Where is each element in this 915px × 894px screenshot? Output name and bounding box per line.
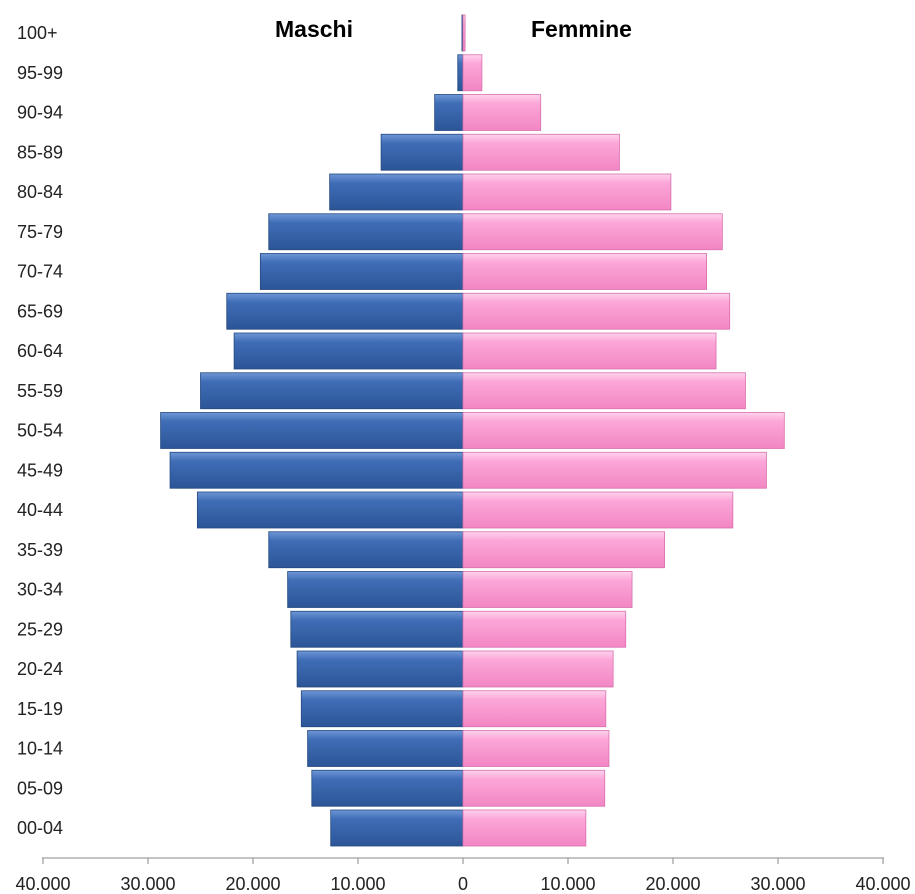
bar-femmine-35-39: [462, 531, 666, 569]
bar-femmine-15-19: [462, 690, 607, 728]
bar-femmine-10-14: [462, 730, 610, 767]
bar-femmine-70-74: [462, 253, 708, 290]
bar-maschi-00-04: [330, 809, 464, 847]
age-label-30-34: 30-34: [17, 580, 63, 600]
bar-maschi-50-54: [160, 412, 464, 449]
bar-maschi-75-79: [268, 213, 464, 251]
bar-femmine-30-34: [462, 571, 633, 608]
series-label-maschi: Maschi: [275, 16, 353, 42]
age-label-90-94: 90-94: [17, 103, 63, 123]
bar-maschi-35-39: [268, 531, 464, 569]
age-label-55-59: 55-59: [17, 381, 63, 401]
bar-femmine-75-79: [462, 213, 723, 251]
bar-maschi-55-59: [200, 372, 464, 410]
series-label-femmine: Femmine: [531, 16, 632, 42]
bar-femmine-65-69: [462, 292, 731, 330]
bar-femmine-05-09: [462, 769, 606, 807]
age-label-15-19: 15-19: [17, 699, 63, 719]
age-label-75-79: 75-79: [17, 222, 63, 242]
age-label-25-29: 25-29: [17, 619, 63, 639]
x-tick-label-3: 10.000: [330, 874, 385, 894]
bar-femmine-100+: [462, 14, 466, 52]
age-label-00-04: 00-04: [17, 818, 63, 838]
age-label-70-74: 70-74: [17, 262, 63, 282]
age-label-10-14: 10-14: [17, 739, 63, 759]
x-tick-label-7: 30.000: [750, 874, 805, 894]
bar-femmine-25-29: [462, 610, 627, 648]
age-label-50-54: 50-54: [17, 421, 63, 441]
bar-maschi-85-89: [380, 133, 464, 171]
age-label-95-99: 95-99: [17, 63, 63, 83]
bar-maschi-25-29: [290, 610, 464, 648]
x-tick-label-6: 20.000: [645, 874, 700, 894]
bar-femmine-95-99: [462, 54, 483, 92]
age-label-65-69: 65-69: [17, 301, 63, 321]
bar-maschi-95-99: [457, 54, 464, 92]
bar-maschi-15-19: [300, 690, 464, 728]
age-label-05-09: 05-09: [17, 778, 63, 798]
bar-femmine-60-64: [462, 332, 717, 370]
bar-maschi-80-84: [329, 173, 464, 211]
bar-maschi-40-44: [196, 491, 464, 529]
age-label-100+: 100+: [17, 23, 58, 43]
age-labels-group: 100+ 95-99 90-94 85-89 80-84 75-79 70-74 65-69 6…: [17, 23, 63, 838]
bar-femmine-90-94: [462, 94, 542, 131]
x-tick-label-1: 30.000: [120, 874, 175, 894]
bars-group: [160, 14, 785, 847]
age-label-35-39: 35-39: [17, 540, 63, 560]
bar-maschi-60-64: [233, 332, 464, 370]
bar-maschi-20-24: [296, 650, 464, 688]
age-label-60-64: 60-64: [17, 341, 63, 361]
bar-maschi-65-69: [226, 292, 464, 330]
x-tick-label-0: 40.000: [15, 874, 70, 894]
x-axis: 40.000 30.000 20.000 10.000 0 10.000 20.000 30.…: [15, 857, 911, 894]
bar-femmine-00-04: [462, 809, 587, 847]
x-tick-label-2: 20.000: [225, 874, 280, 894]
bar-maschi-10-14: [307, 730, 464, 767]
x-tick-label-8: 40.000: [855, 874, 910, 894]
age-label-40-44: 40-44: [17, 500, 63, 520]
bar-femmine-45-49: [462, 451, 767, 489]
bar-femmine-55-59: [462, 372, 746, 410]
bar-maschi-30-34: [287, 571, 464, 608]
bar-maschi-90-94: [434, 94, 464, 131]
bar-femmine-40-44: [462, 491, 734, 529]
age-label-80-84: 80-84: [17, 182, 63, 202]
bar-femmine-20-24: [462, 650, 614, 688]
age-label-20-24: 20-24: [17, 659, 63, 679]
bar-maschi-70-74: [259, 253, 464, 290]
age-label-85-89: 85-89: [17, 142, 63, 162]
x-tick-label-4: 0: [458, 874, 468, 894]
x-tick-label-5: 10.000: [540, 874, 595, 894]
age-label-45-49: 45-49: [17, 460, 63, 480]
bar-femmine-50-54: [462, 412, 785, 449]
bar-maschi-05-09: [311, 769, 464, 807]
bar-femmine-85-89: [462, 133, 620, 171]
bar-maschi-45-49: [169, 451, 464, 489]
bar-femmine-80-84: [462, 173, 672, 211]
